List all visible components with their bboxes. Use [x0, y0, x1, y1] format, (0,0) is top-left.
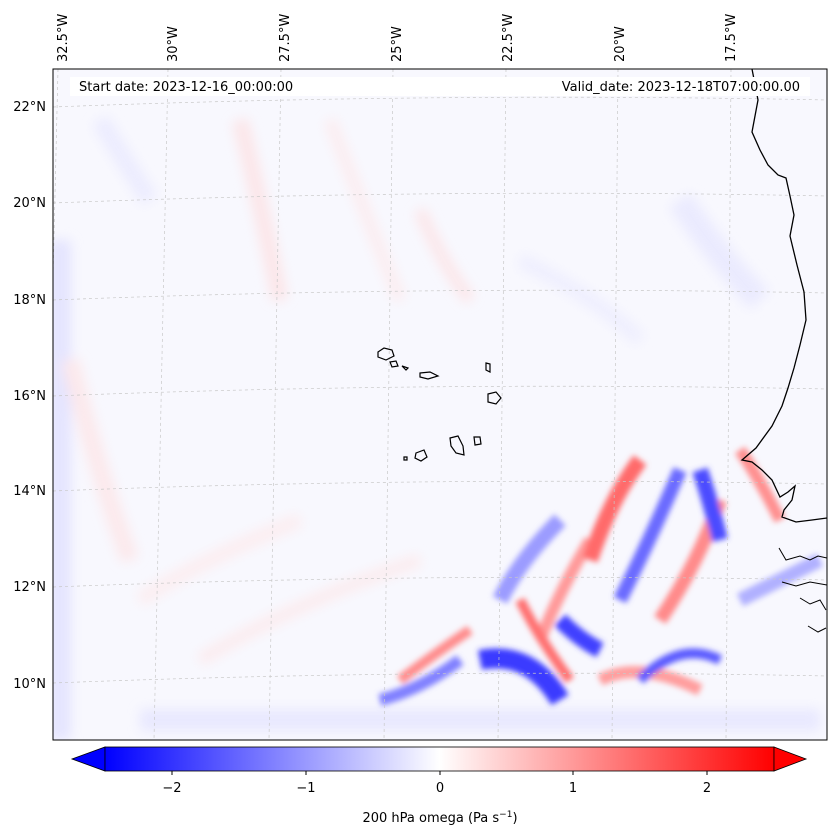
lat-label: 16°N: [13, 389, 46, 404]
colorbar: −2 −1 0 1 2 200 hPa omega (Pa s−1): [70, 746, 808, 826]
lat-label: 14°N: [13, 484, 46, 499]
omega-field: [53, 69, 827, 740]
lon-label: 22.5°W: [501, 14, 516, 62]
lat-label: 10°N: [13, 677, 46, 692]
lat-label: 18°N: [13, 293, 46, 308]
colorbar-tick-label: 2: [703, 781, 711, 796]
start-date: Start date: 2023-12-16_00:00:00: [79, 80, 293, 95]
lon-label: 25°W: [390, 26, 405, 62]
latitude-labels: 22°N 20°N 18°N 16°N 14°N 12°N 10°N: [13, 100, 46, 692]
coastline-bissau: [799, 597, 827, 611]
map-panel: Start date: 2023-12-16_00:00:00 Valid_da…: [52, 68, 828, 741]
lon-label: 20°W: [613, 26, 628, 62]
colorbar-tick-label: −1: [296, 781, 315, 796]
lat-label: 22°N: [13, 100, 46, 115]
colorbar-ticks: [171, 771, 708, 775]
colorbar-label: 200 hPa omega (Pa s−1): [362, 810, 517, 826]
coastline-bijagos: [807, 625, 827, 633]
cape-verde-islands: [377, 347, 502, 462]
lat-label: 12°N: [13, 580, 46, 595]
lon-label: 27.5°W: [278, 14, 293, 62]
colorbar-tick-label: −2: [162, 781, 181, 796]
valid-date: Valid_date: 2023-12-18T07:00:00.00: [562, 80, 800, 95]
header-band: [70, 77, 810, 96]
lon-label: 30°W: [166, 26, 181, 62]
colorbar-tick-label: 1: [569, 781, 577, 796]
map-background: [53, 69, 827, 740]
lat-label: 20°N: [13, 196, 46, 211]
graticule: [53, 69, 827, 740]
colorbar-extend-min: [70, 746, 106, 772]
colorbar-extend-max: [773, 746, 808, 772]
map-frame: [52, 68, 828, 741]
lon-label: 32.5°W: [56, 14, 71, 62]
coastline-gambia: [781, 581, 827, 587]
colorbar-bar: [104, 746, 775, 772]
coastline-south: [778, 547, 827, 561]
lon-label: 17.5°W: [724, 14, 739, 62]
colorbar-tick-label: 0: [436, 781, 444, 796]
longitude-labels: 32.5°W 30°W 27.5°W 25°W 22.5°W 20°W 17.5…: [56, 14, 739, 62]
coastline: [740, 69, 827, 523]
